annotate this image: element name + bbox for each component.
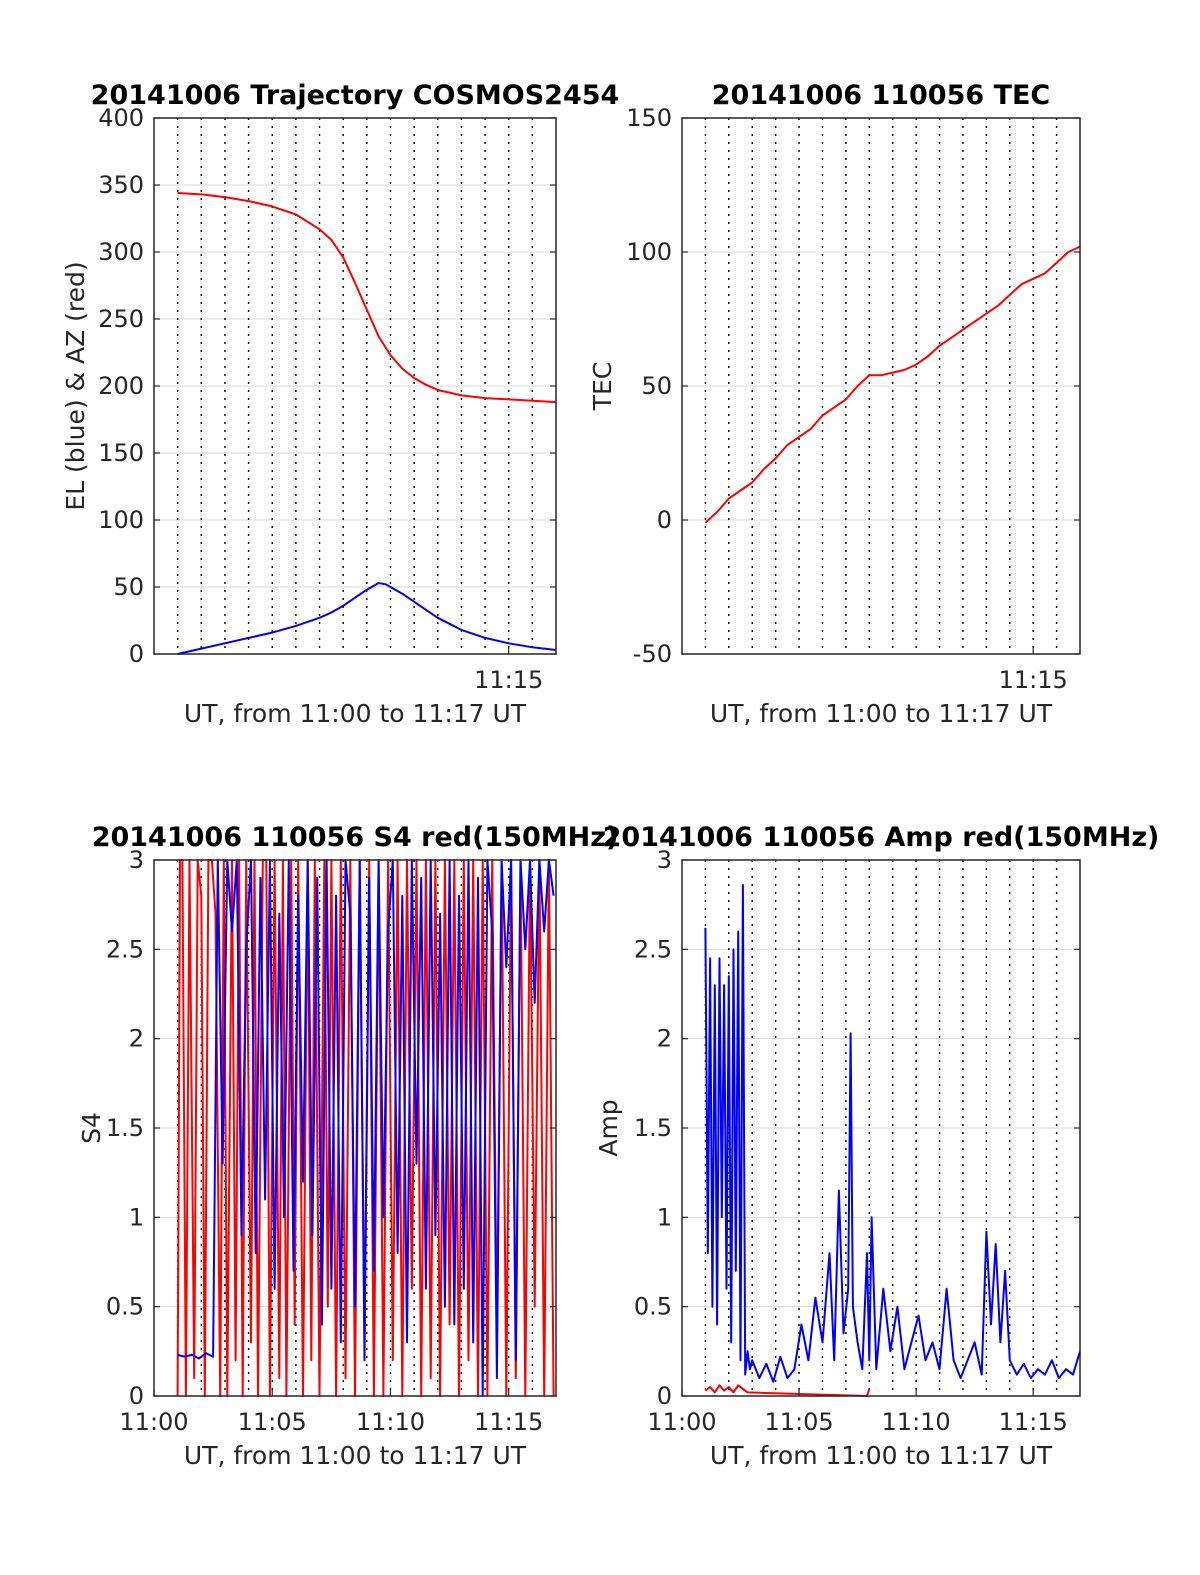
axis-ticks: -50 0 50 100 150 11:15	[626, 104, 1080, 694]
x-axis-label: UT, from 11:00 to 11:17 UT	[184, 699, 527, 728]
red-series-line	[704, 1384, 871, 1397]
x-tick-label: 11:15	[999, 1408, 1068, 1436]
y-tick-label: 400	[98, 104, 144, 132]
y-tick-label: 300	[98, 238, 144, 266]
x-tick-label: 11:00	[647, 1408, 716, 1436]
x-tick-label: 11:15	[474, 666, 543, 694]
chart-title: 20141006 110056 S4 red(150MHz)	[92, 822, 619, 853]
y-tick-label: 1	[129, 1203, 144, 1231]
chart-title: 20141006 Trajectory COSMOS2454	[91, 80, 620, 111]
grid-lines	[682, 118, 1080, 654]
grid-lines	[682, 860, 1080, 1396]
data-lines	[704, 245, 1081, 524]
y-tick-label: 200	[98, 372, 144, 400]
chart-panel-amp: 0 0.5 1 1.5 2 2.5 3 11:00 11:05 11:10 11:15 201410…	[594, 822, 1159, 1470]
y-axis-label: TEC	[588, 362, 617, 412]
blue-series-line	[177, 859, 555, 1397]
y-tick-label: 0	[129, 640, 144, 668]
y-tick-label: 1.5	[106, 1114, 144, 1142]
y-tick-label: 2	[657, 1025, 672, 1053]
y-tick-label: 1.5	[634, 1114, 672, 1142]
y-tick-label: 2.5	[106, 935, 144, 963]
axis-ticks: 0 50 100 150 200 250 300 350 400 11:15	[98, 104, 556, 694]
y-tick-label: 350	[98, 171, 144, 199]
y-tick-label: 1	[657, 1203, 672, 1231]
y-tick-label: 100	[626, 238, 672, 266]
data-lines	[704, 884, 1081, 1397]
y-tick-label: 150	[98, 439, 144, 467]
y-tick-label: 250	[98, 305, 144, 333]
y-tick-label: 0.5	[634, 1293, 672, 1321]
x-tick-label: 11:05	[238, 1408, 307, 1436]
x-axis-label: UT, from 11:00 to 11:17 UT	[184, 1441, 527, 1470]
y-tick-label: 3	[657, 846, 672, 874]
red-series-line	[177, 192, 557, 404]
data-lines	[177, 192, 557, 655]
y-tick-label: 0	[657, 1382, 672, 1410]
axis-ticks: 0 0.5 1 1.5 2 2.5 3 11:00 11:05 11:10 11:15	[634, 846, 1080, 1436]
chart-title: 20141006 110056 TEC	[712, 80, 1051, 111]
red-series-line	[704, 245, 1081, 524]
x-tick-label: 11:15	[999, 666, 1068, 694]
x-tick-label: 11:10	[882, 1408, 951, 1436]
axis-ticks: 0 0.5 1 1.5 2 2.5 3 11:00 11:05 11:10 11:15	[106, 846, 556, 1436]
y-tick-label: 150	[626, 104, 672, 132]
y-axis-label: Amp	[594, 1099, 623, 1156]
y-tick-label: 0	[129, 1382, 144, 1410]
chart-panel-tec: -50 0 50 100 150 11:15 20141006 110056 TEC UT…	[588, 80, 1081, 728]
x-tick-label: 11:00	[119, 1408, 188, 1436]
chart-panel-s4: 0 0.5 1 1.5 2 2.5 3 11:00 11:05 11:10 11:15 201410…	[77, 822, 618, 1470]
y-tick-label: 100	[98, 506, 144, 534]
y-tick-label: 0.5	[106, 1293, 144, 1321]
y-tick-label: 2	[129, 1025, 144, 1053]
y-tick-label: 50	[113, 573, 144, 601]
y-tick-label: 50	[641, 372, 672, 400]
chart-title: 20141006 110056 Amp red(150MHz)	[603, 822, 1160, 853]
y-axis-label: EL (blue) & AZ (red)	[61, 261, 90, 510]
chart-panel-trajectory: 0 50 100 150 200 250 300 350 400 11:15 20141006 T…	[61, 80, 619, 728]
x-axis-label: UT, from 11:00 to 11:17 UT	[710, 1441, 1053, 1470]
x-tick-label: 11:15	[474, 1408, 543, 1436]
blue-series-line	[177, 582, 557, 655]
y-axis-label: S4	[77, 1112, 106, 1144]
x-tick-label: 11:10	[356, 1408, 425, 1436]
y-tick-label: 2.5	[634, 935, 672, 963]
y-tick-label: -50	[633, 640, 672, 668]
blue-series-line	[704, 884, 1081, 1383]
y-tick-label: 0	[657, 506, 672, 534]
x-tick-label: 11:05	[764, 1408, 833, 1436]
x-axis-label: UT, from 11:00 to 11:17 UT	[710, 699, 1053, 728]
data-lines	[176, 859, 555, 1397]
y-tick-label: 3	[129, 846, 144, 874]
